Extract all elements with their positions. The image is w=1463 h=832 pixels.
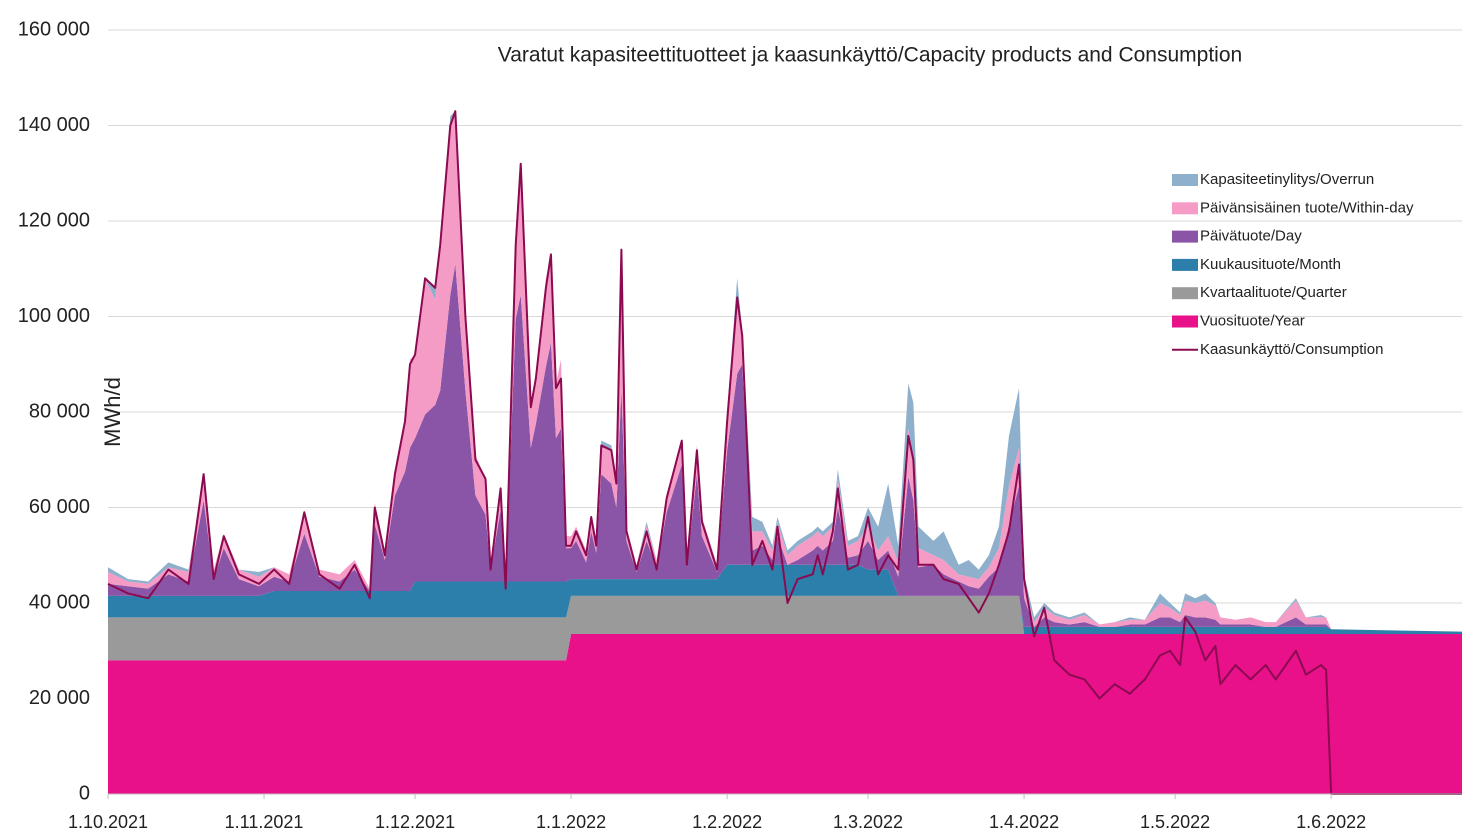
legend: Kapasiteetinylitys/Overrun Päivänsisäinen… bbox=[1172, 171, 1414, 358]
area bbox=[108, 111, 1462, 632]
x-tick-label: 1.12.2021 bbox=[375, 812, 455, 832]
x-tick-label: 1.11.2021 bbox=[225, 812, 304, 832]
areas bbox=[108, 111, 1462, 794]
legend-label: Kvartaalituote/Quarter bbox=[1200, 284, 1347, 301]
legend-label: Vuosituote/Year bbox=[1200, 312, 1305, 329]
area bbox=[108, 263, 1462, 632]
legend-label: Kapasiteetinylitys/Overrun bbox=[1200, 171, 1374, 188]
x-tick-label: 1.2.2022 bbox=[692, 812, 762, 832]
area bbox=[108, 564, 1462, 635]
legend-swatch bbox=[1172, 174, 1198, 186]
y-tick-label: 100 000 bbox=[18, 305, 90, 327]
chart-title: Varatut kapasiteettituotteet ja kaasunkä… bbox=[498, 44, 1242, 67]
area bbox=[108, 595, 1462, 661]
x-tick-label: 1.6.2022 bbox=[1296, 812, 1366, 832]
x-tick-label: 1.5.2022 bbox=[1140, 812, 1210, 832]
line bbox=[107, 110, 1462, 795]
axes: 0 20 000 40 000 60 000 80 000 100 000 120 000 1… bbox=[18, 18, 1462, 832]
lines bbox=[107, 110, 1462, 795]
y-tick-label: 0 bbox=[79, 782, 90, 804]
legend-swatch bbox=[1172, 258, 1198, 271]
area bbox=[108, 634, 1462, 794]
x-tick-label: 1.3.2022 bbox=[833, 812, 903, 832]
legend-label: Päivätuote/Day bbox=[1200, 228, 1302, 245]
legend-label: Kaasunkäyttö/Consumption bbox=[1200, 341, 1383, 358]
x-tick-label: 1.10.2021 bbox=[68, 812, 148, 832]
legend-swatch bbox=[1172, 315, 1198, 328]
y-axis-label: MWh/d bbox=[100, 377, 125, 447]
legend-label: Kuukausituote/Month bbox=[1200, 256, 1341, 273]
x-tick-label: 1.1.2022 bbox=[536, 812, 606, 832]
legend-label: Päivänsisäinen tuote/Within-day bbox=[1200, 199, 1414, 216]
y-tick-label: 160 000 bbox=[18, 18, 90, 40]
legend-swatch bbox=[1172, 230, 1198, 243]
y-tick-label: 140 000 bbox=[18, 114, 90, 136]
y-tick-label: 120 000 bbox=[18, 209, 90, 231]
legend-swatch bbox=[1172, 202, 1198, 215]
y-tick-label: 60 000 bbox=[29, 496, 90, 518]
x-tick-label: 1.4.2022 bbox=[989, 812, 1059, 832]
y-tick-label: 40 000 bbox=[29, 591, 90, 613]
legend-swatch bbox=[1172, 287, 1198, 300]
y-tick-label: 80 000 bbox=[29, 400, 90, 422]
y-tick-label: 20 000 bbox=[29, 687, 90, 709]
